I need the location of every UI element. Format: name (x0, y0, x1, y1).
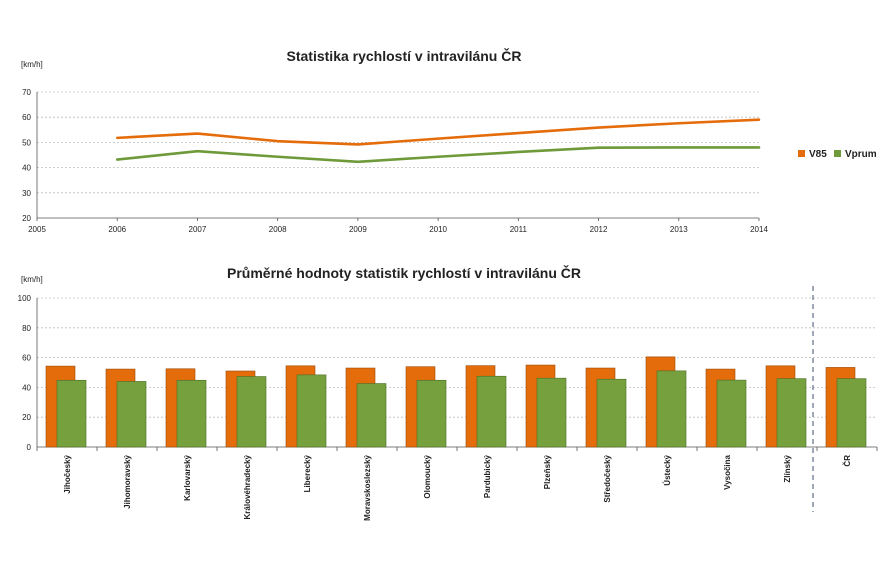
line-chart-y-tick-label: 30 (22, 189, 31, 198)
bar-vprum-jihocesky (56, 379, 87, 448)
line-chart-x-tick-label: 2007 (189, 225, 207, 234)
bar-chart-y-tick-label: 60 (22, 354, 31, 363)
bar-chart-bars (45, 356, 867, 448)
bar-vprum-moravskoslezsky (356, 383, 387, 448)
line-chart-title: Statistika rychlostí v intravilánu ČR (287, 47, 522, 64)
category-label-olomoucky: Olomoucký (423, 454, 432, 498)
line-chart-x-tick-label: 2014 (750, 225, 768, 234)
bar-vprum-liberecky (296, 374, 327, 448)
line-chart-y-tick-label: 50 (22, 138, 31, 147)
category-label-cr: ČR (843, 455, 852, 467)
bar-chart-y-tick-label: 40 (22, 383, 31, 392)
line-chart-y-ticks: 20 30 40 50 60 70 (22, 88, 31, 223)
category-label-zlinsky: Zlínský (783, 454, 792, 482)
line-chart-y-tick-label: 70 (22, 88, 31, 97)
line-chart-legend: V85 Vprum (798, 149, 877, 160)
line-chart-y-tick-label: 40 (22, 164, 31, 173)
bar-vprum-jihomoravsky (116, 381, 147, 448)
bar-chart-title: Průměrné hodnoty statistik rychlostí v i… (227, 264, 581, 281)
bar-chart-y-tick-label: 20 (22, 413, 31, 422)
bar-chart-categories: Jihočeský Jihomoravský Karlovarský Královéh… (63, 454, 852, 520)
bar-chart-ylabel: [km/h] (21, 275, 43, 284)
category-label-vysocina: Vysočina (723, 454, 732, 489)
line-chart-grid (36, 91, 759, 219)
category-label-plzensky: Plzeňský (543, 454, 552, 489)
bar-vprum-cr (836, 378, 867, 448)
line-chart-x-ticks: 2005 2006 2007 2008 2009 2010 2011 2012 2013 2014 (28, 218, 768, 234)
line-chart-x-tick-label: 2009 (349, 225, 367, 234)
category-label-kralovehradecky: Královéhradecký (243, 454, 252, 519)
bar-vprum-zlinsky (776, 378, 807, 448)
legend-label-v85: V85 (809, 149, 827, 160)
line-chart-y-tick-label: 60 (22, 113, 31, 122)
bar-vprum-ustecky (656, 370, 687, 448)
line-chart: Statistika rychlostí v intravilánu ČR [k… (21, 47, 877, 234)
legend-swatch-v85 (798, 150, 805, 157)
bar-chart-grid (36, 286, 878, 512)
category-label-jihocesky: Jihočeský (63, 454, 72, 493)
legend-label-vprum: Vprum (845, 149, 877, 160)
bar-chart-y-ticks: 0 20 40 60 80 100 (18, 294, 32, 452)
line-series-vprum (115, 146, 761, 164)
line-chart-x-tick-label: 2006 (108, 225, 126, 234)
bar-chart-y-tick-label: 80 (22, 324, 31, 333)
category-label-liberecky: Liberecký (303, 454, 312, 492)
bar-vprum-vysocina (716, 379, 747, 448)
line-chart-ylabel: [km/h] (21, 60, 43, 69)
category-label-pardubicky: Pardubický (483, 454, 492, 498)
category-label-stredocesky: Středočeský (603, 454, 612, 502)
line-chart-x-tick-label: 2011 (510, 225, 528, 234)
bar-vprum-pardubicky (476, 375, 507, 448)
bar-vprum-karlovarsky (176, 379, 207, 448)
bar-chart-y-tick-label: 0 (27, 443, 32, 452)
line-series-v85 (115, 118, 761, 146)
category-label-ustecky: Ústecký (663, 454, 672, 485)
bar-vprum-kralovehradecky (236, 376, 267, 448)
line-chart-y-tick-label: 20 (22, 214, 31, 223)
line-chart-x-tick-label: 2013 (670, 225, 688, 234)
line-chart-series (115, 118, 761, 164)
line-chart-x-tick-label: 2005 (28, 225, 46, 234)
bar-chart-y-tick-label: 100 (18, 294, 32, 303)
line-chart-x-tick-label: 2012 (590, 225, 608, 234)
bar-vprum-stredocesky (596, 378, 627, 448)
category-label-karlovarsky: Karlovarský (183, 454, 192, 500)
line-chart-x-tick-label: 2008 (269, 225, 287, 234)
line-chart-x-tick-label: 2010 (429, 225, 447, 234)
legend-swatch-vprum (834, 150, 841, 157)
bar-chart: Průměrné hodnoty statistik rychlostí v i… (18, 264, 878, 521)
bar-vprum-plzensky (536, 377, 567, 448)
category-label-moravskoslezsky: Moravskoslezský (363, 454, 372, 520)
bar-vprum-olomoucky (416, 379, 447, 448)
category-label-jihomoravsky: Jihomoravský (123, 454, 132, 508)
